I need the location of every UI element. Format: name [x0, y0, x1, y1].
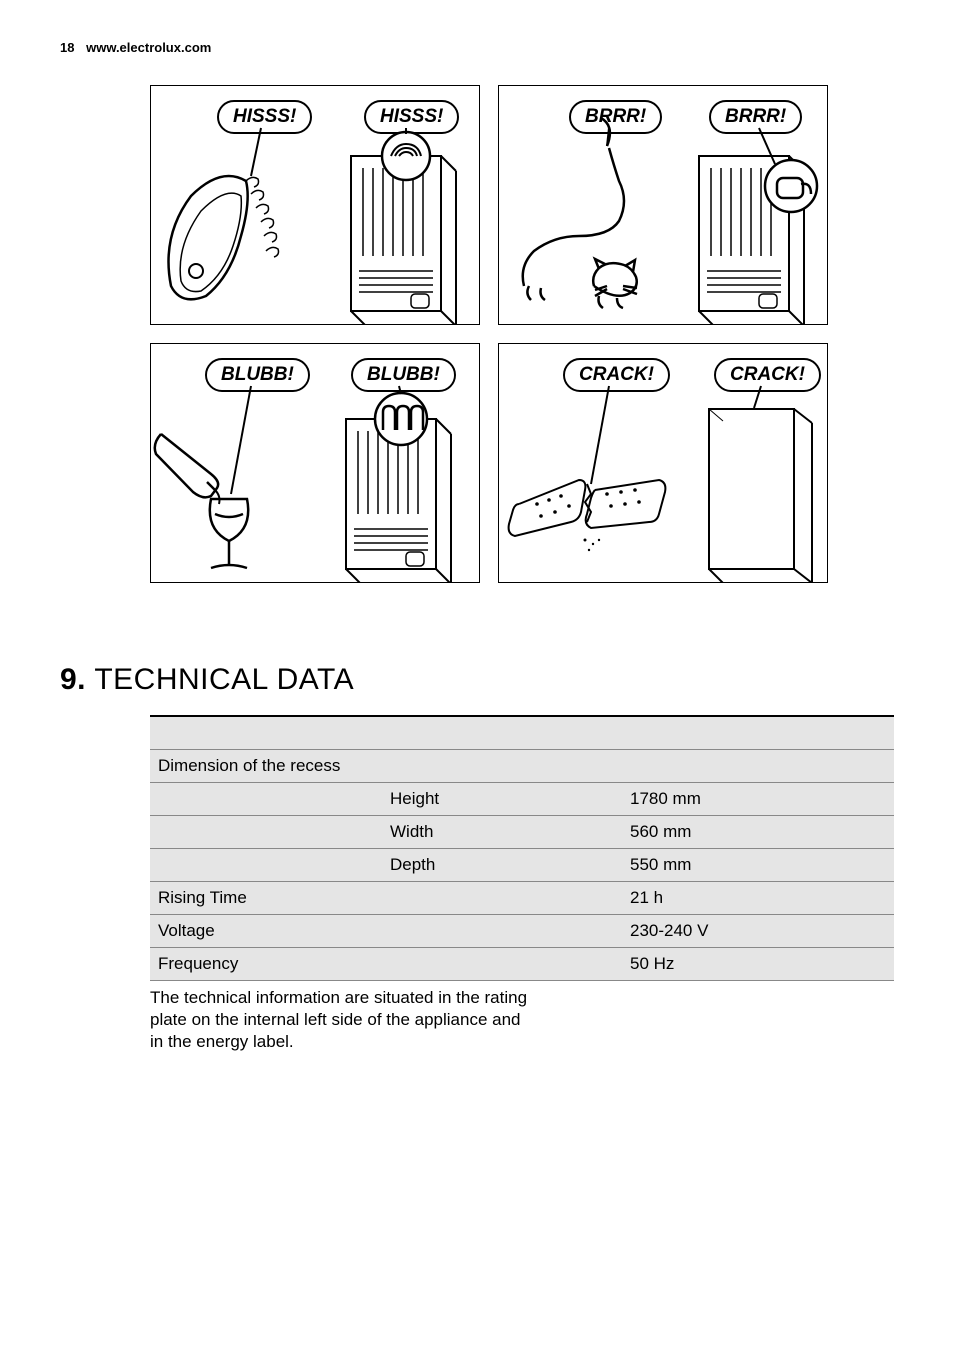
illustration-wine-fridge	[151, 344, 480, 583]
sound-diagrams: HISSS! HISSS!	[150, 85, 894, 583]
table-row: Depth 550 mm	[150, 849, 894, 882]
cell-value: 550 mm	[630, 855, 894, 875]
table-row: Height 1780 mm	[150, 783, 894, 816]
section-number: 9.	[60, 663, 86, 696]
cell-label: Frequency	[150, 954, 390, 974]
cell-value: 230-240 V	[630, 921, 894, 941]
page-header: 18 www.electrolux.com	[60, 40, 894, 55]
diagram-crack: CRACK! CRACK!	[498, 343, 828, 583]
table-row: Voltage 230-240 V	[150, 915, 894, 948]
cell-value: 50 Hz	[630, 954, 894, 974]
illustration-cat-fridge	[499, 86, 828, 325]
cell-label: Width	[390, 822, 630, 842]
table-row: Frequency 50 Hz	[150, 948, 894, 981]
table-row: Width 560 mm	[150, 816, 894, 849]
cell-label: Height	[390, 789, 630, 809]
illustration-iron-fridge	[151, 86, 480, 325]
cell-value: 1780 mm	[630, 789, 894, 809]
table-row-dimension-header: Dimension of the recess	[150, 750, 894, 783]
header-url: www.electrolux.com	[86, 40, 211, 55]
table-row-blank	[150, 717, 894, 750]
illustration-crack-fridge	[499, 344, 828, 583]
section-heading: 9. TECHNICAL DATA	[60, 663, 894, 697]
page-number: 18	[60, 40, 74, 55]
diagram-hisss: HISSS! HISSS!	[150, 85, 480, 325]
table-row: Rising Time 21 h	[150, 882, 894, 915]
dimension-header: Dimension of the recess	[150, 756, 390, 776]
technical-note: The technical information are situated i…	[150, 987, 530, 1053]
section-title: TECHNICAL DATA	[94, 663, 354, 696]
cell-label: Voltage	[150, 921, 390, 941]
cell-label: Depth	[390, 855, 630, 875]
technical-data-table: Dimension of the recess Height 1780 mm W…	[150, 715, 894, 981]
cell-label: Rising Time	[150, 888, 390, 908]
cell-value: 560 mm	[630, 822, 894, 842]
diagram-brrr: BRRR! BRRR!	[498, 85, 828, 325]
diagram-blubb: BLUBB! BLUBB!	[150, 343, 480, 583]
cell-value: 21 h	[630, 888, 894, 908]
